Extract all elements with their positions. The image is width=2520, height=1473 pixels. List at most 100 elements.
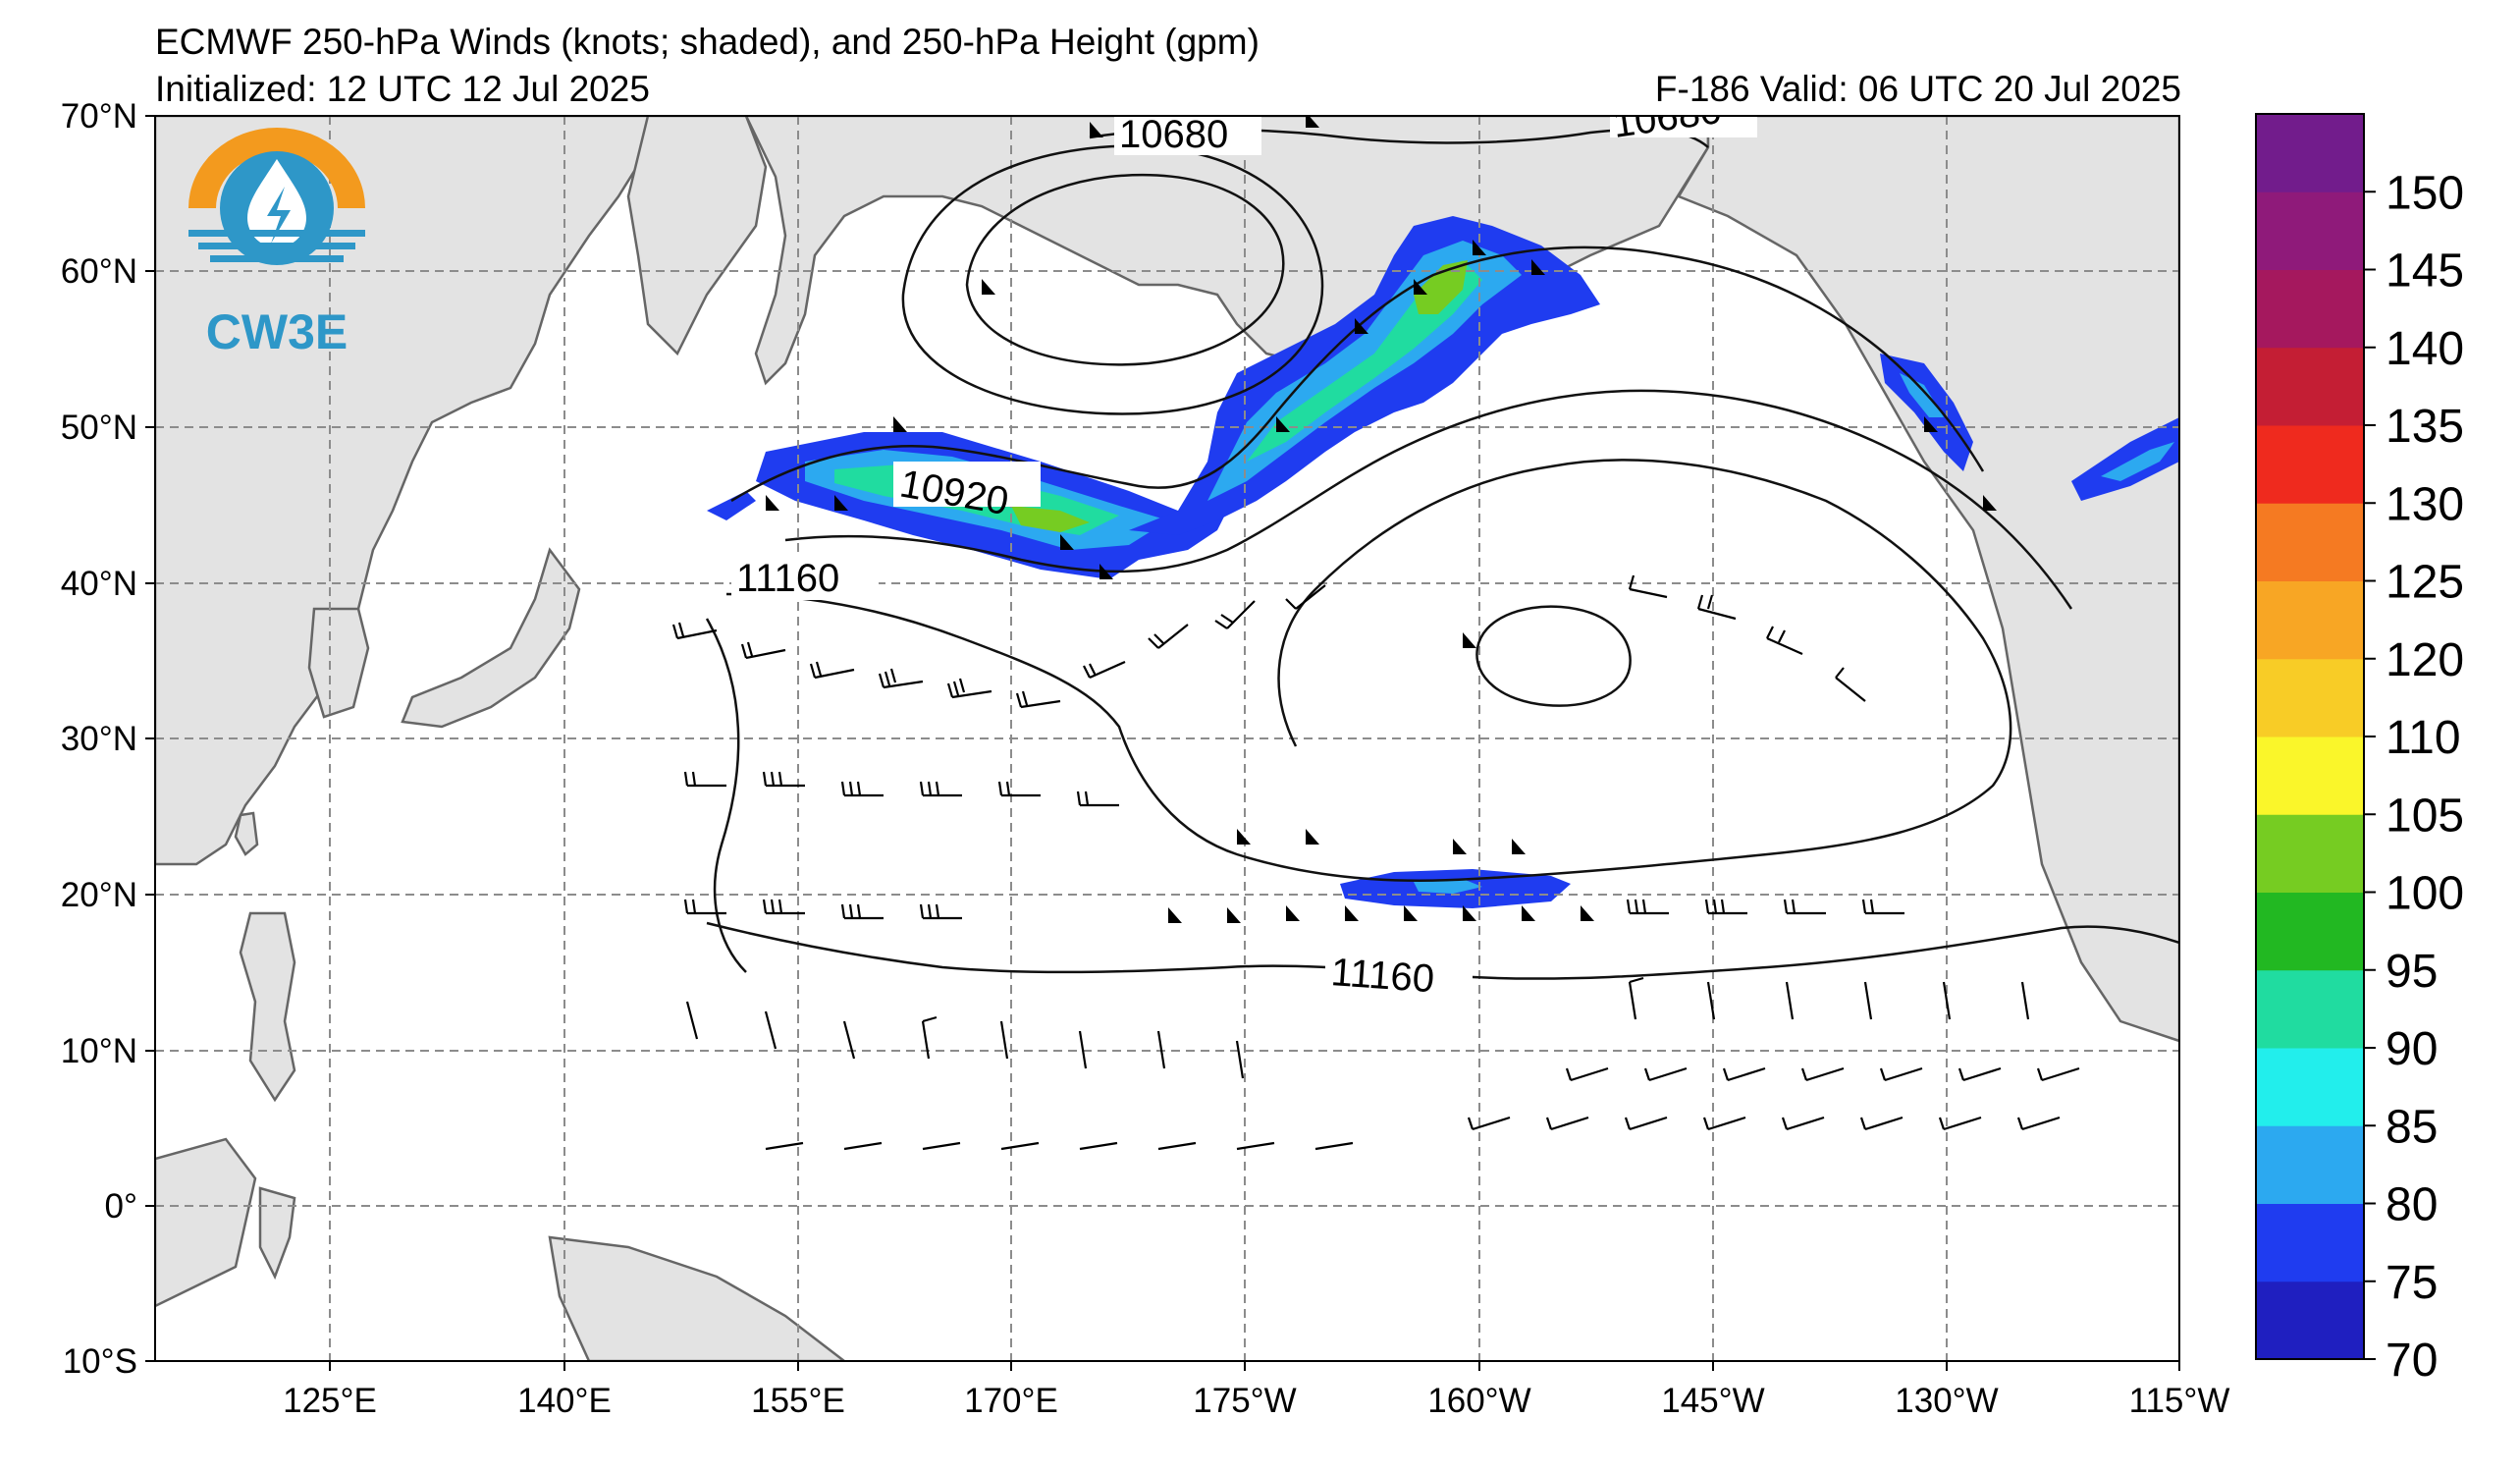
- contour-label-bg: [1114, 116, 1261, 155]
- lon-label: 145°W: [1661, 1382, 1764, 1420]
- latitude-labels: 70°N 60°N 50°N 40°N 30°N 20°N 10°N 0° 10…: [61, 97, 137, 1381]
- cw3e-logo: CW3E: [188, 128, 365, 359]
- lon-label: 115°W: [2129, 1382, 2230, 1420]
- logo-bolt: [267, 187, 291, 244]
- lat-label: 10°N: [61, 1032, 137, 1070]
- colorbar-label: 150: [2386, 167, 2464, 219]
- colorbar-swatch: [2256, 114, 2364, 192]
- jet-isolated-west: [707, 491, 756, 520]
- colorbar-swatch: [2256, 658, 2364, 737]
- jet-bc-coast-core: [1900, 373, 1944, 417]
- colorbar-swatch: [2256, 191, 2364, 270]
- canada-us-landmass: [1677, 116, 2179, 1043]
- colorbar-swatch: [2256, 814, 2364, 893]
- colorbar-swatch: [2256, 969, 2364, 1049]
- colorbar-swatch: [2256, 1281, 2364, 1360]
- colorbar-swatch: [2256, 736, 2364, 815]
- contour-label-11160-south: 11160: [1329, 951, 1435, 1001]
- wind-speed-colorbar: 70 75 80 85 90 95 100 105 110 120 125 130 135 140 145 1…: [2255, 113, 2464, 1387]
- lon-label: 160°W: [1427, 1382, 1530, 1420]
- lat-label: 70°N: [61, 97, 137, 136]
- sulawesi-landmass: [258, 1186, 296, 1281]
- contour-labels: 10680 10680 10920 11160 11160: [731, 113, 1757, 1001]
- contour-label-10680-west: 10680: [1119, 113, 1228, 156]
- kamchatka-landmass: [626, 116, 768, 356]
- colorbar-label: 145: [2386, 246, 2464, 298]
- lat-label: 30°N: [61, 720, 137, 758]
- korea-landmass: [307, 607, 370, 719]
- colorbar-swatch: [2256, 269, 2364, 349]
- colorbar-swatch: [2256, 1203, 2364, 1282]
- lon-label: 170°E: [964, 1382, 1058, 1420]
- contour-high-closed: [1475, 605, 1632, 707]
- logo-text: CW3E: [206, 304, 348, 359]
- colorbar-swatch: [2256, 347, 2364, 426]
- logo-sun-arc: [188, 128, 365, 208]
- colorbar-swatch: [2256, 892, 2364, 971]
- contour-label-bg: [1325, 951, 1473, 996]
- logo-wave-line: [198, 243, 355, 249]
- colorbar-label: 75: [2386, 1257, 2438, 1309]
- flag-barbs: [766, 116, 1997, 923]
- colorbar-swatch: [2256, 1048, 2364, 1126]
- lon-label: 125°E: [283, 1382, 377, 1420]
- colorbar-label: 105: [2386, 790, 2464, 842]
- colorbar-label: 85: [2386, 1101, 2438, 1153]
- contour-11160-upper: [725, 459, 2012, 882]
- land-areas: [155, 116, 2179, 1361]
- contour-11040: [784, 389, 2073, 610]
- colorbar-swatch: [2256, 580, 2364, 660]
- longitude-labels: 125°E 140°E 155°E 170°E 175°W 160°W 145°…: [283, 1382, 2229, 1420]
- valid-time: F-186 Valid: 06 UTC 20 Jul 2025: [1654, 69, 2181, 109]
- contour-label-bg: [893, 462, 1041, 507]
- lat-label: 20°N: [61, 876, 137, 914]
- lon-label: 155°E: [751, 1382, 845, 1420]
- jet-us-nw-core: [2101, 442, 2174, 481]
- lat-label: 10°S: [63, 1342, 137, 1381]
- colorbar-label: 95: [2386, 946, 2438, 998]
- colorbar-label: 80: [2386, 1179, 2438, 1231]
- jet-speed-max-west: [1011, 506, 1090, 532]
- contour-coast-west: [705, 618, 747, 973]
- contour-label-bg: [731, 555, 879, 600]
- lat-label: 0°: [105, 1187, 137, 1226]
- logo-wave-line: [188, 230, 365, 237]
- jet-speed-max-north: [1414, 260, 1468, 314]
- colorbar-label: 125: [2386, 557, 2464, 609]
- philippines-landmass: [239, 911, 296, 1103]
- lat-label: 60°N: [61, 252, 137, 291]
- taiwan-landmass: [234, 811, 259, 856]
- contour-label-bg: [1610, 116, 1757, 137]
- height-contours: [705, 128, 2179, 980]
- colorbar-label: 120: [2386, 634, 2464, 686]
- colorbar-swatch: [2256, 1125, 2364, 1204]
- colorbar-label: 135: [2386, 401, 2464, 453]
- colorbar-label: 110: [2386, 712, 2461, 764]
- japan-landmass: [401, 547, 581, 729]
- colorbar-swatch: [2256, 425, 2364, 504]
- jet-us-nw: [2071, 417, 2179, 501]
- contour-label-11160-north: 11160: [736, 557, 839, 600]
- lon-label: 175°W: [1193, 1382, 1296, 1420]
- longitude-axis: [329, 1361, 2180, 1371]
- borneo-landmass: [155, 1137, 257, 1308]
- initialized-time: Initialized: 12 UTC 12 Jul 2025: [155, 69, 650, 109]
- new-guinea-landmass: [548, 1235, 847, 1361]
- colorbar-label: 140: [2386, 323, 2464, 375]
- latitude-axis: [145, 115, 155, 1362]
- subtropical-jet-hawaii-core: [1414, 879, 1482, 894]
- wind-barbs: [671, 574, 2080, 1151]
- colorbar-swatch: [2256, 503, 2364, 581]
- colorbar-label: 90: [2386, 1023, 2438, 1075]
- asia-landmass: [155, 116, 650, 866]
- lat-label: 40°N: [61, 565, 137, 603]
- colorbar-label: 100: [2386, 868, 2464, 920]
- lat-label: 50°N: [61, 409, 137, 447]
- lon-label: 130°W: [1895, 1382, 1998, 1420]
- contour-10680-low: [965, 173, 1285, 366]
- lon-label: 140°E: [517, 1382, 612, 1420]
- colorbar-label: 130: [2386, 478, 2464, 530]
- logo-wave-line: [210, 255, 344, 262]
- map-title: ECMWF 250-hPa Winds (knots; shaded), and…: [155, 22, 1260, 62]
